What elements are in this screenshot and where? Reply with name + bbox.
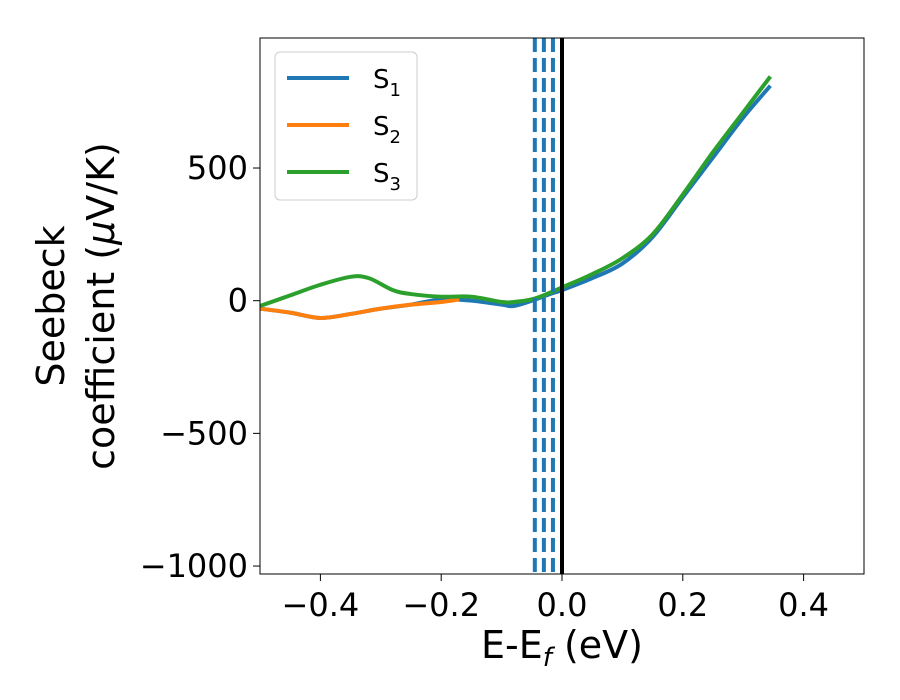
vline-layer [532, 38, 564, 574]
y-ticks: −1000 −500 0 500 [140, 149, 260, 585]
x-tick-label: 0.0 [537, 586, 588, 624]
x-tick-label: −0.2 [402, 586, 480, 624]
y-tick-label: −500 [160, 414, 248, 452]
legend-label: S1 [373, 65, 401, 101]
series-layer [260, 75, 772, 320]
y-axis-title: Seebeck coefficient (μV/K) [29, 142, 123, 470]
x-ticks: −0.4 −0.2 0.0 0.2 0.4 [282, 574, 829, 624]
legend-label: S3 [373, 159, 401, 195]
series-line-s2 [260, 297, 460, 320]
y-axis-title-line2: coefficient (μV/K) [79, 142, 123, 470]
x-tick-label: −0.4 [282, 586, 360, 624]
y-axis-title-line1: Seebeck [29, 225, 73, 386]
y-tick-label: 0 [228, 282, 248, 320]
legend-entry-s1: S1 [287, 65, 401, 101]
y-tick-label: −1000 [140, 547, 248, 585]
x-tick-label: 0.4 [778, 586, 829, 624]
legend: S1 S2 S3 [274, 51, 418, 201]
legend-label: S2 [373, 112, 401, 148]
legend-entry-s3: S3 [287, 159, 401, 195]
series-line-s3 [260, 75, 772, 308]
x-axis-title: E-Ef (eV) [481, 623, 643, 673]
legend-entry-s2: S2 [287, 112, 401, 148]
x-tick-label: 0.2 [657, 586, 708, 624]
y-tick-label: 500 [187, 149, 248, 187]
